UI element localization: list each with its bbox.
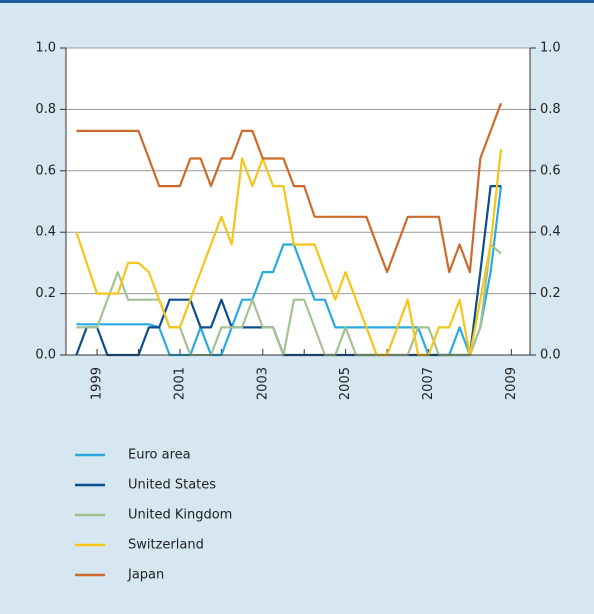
- y2-tick-label: 0.0: [540, 348, 561, 363]
- y-tick-label: 0.6: [35, 163, 56, 178]
- x-tick-label: 2007: [421, 367, 436, 400]
- y2-tick-label: 0.8: [540, 102, 561, 117]
- y2-tick-label: 0.6: [540, 163, 561, 178]
- x-tick-label: 1999: [90, 367, 105, 400]
- legend-label: United States: [128, 478, 216, 493]
- x-tick-label: 2003: [255, 367, 270, 400]
- legend-label: United Kingdom: [128, 508, 232, 523]
- series-line: [76, 243, 502, 357]
- legend-label: Euro area: [128, 448, 191, 463]
- y-tick-label: 1.0: [35, 41, 56, 56]
- series-line: [76, 102, 503, 274]
- y-tick-label: 0.2: [35, 286, 56, 301]
- x-tick-label: 2001: [172, 367, 187, 400]
- plot-area: [66, 48, 530, 355]
- y2-tick-label: 0.2: [540, 286, 561, 301]
- x-tick-label: 2009: [504, 367, 519, 400]
- top-rule: [0, 0, 594, 3]
- x-tick-label: 2005: [338, 367, 353, 400]
- y-tick-label: 0.8: [35, 102, 56, 117]
- y2-tick-label: 1.0: [540, 41, 561, 56]
- y-tick-label: 0.0: [35, 348, 56, 363]
- y-tick-label: 0.4: [35, 225, 56, 240]
- legend-label: Japan: [127, 568, 164, 583]
- series-line: [75, 149, 503, 357]
- legend-label: Switzerland: [128, 538, 204, 553]
- y2-tick-label: 0.4: [540, 225, 561, 240]
